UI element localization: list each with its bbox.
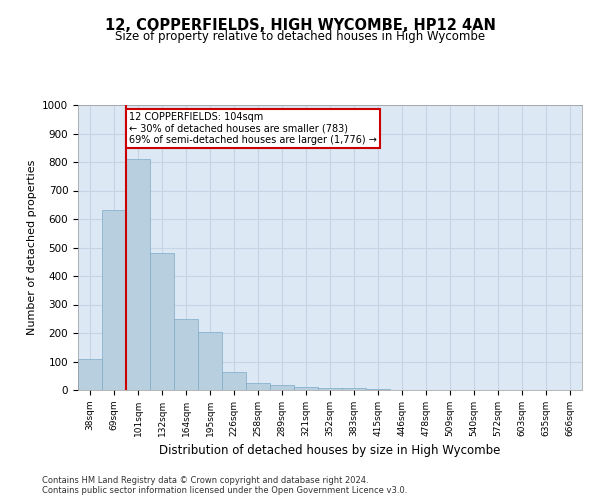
X-axis label: Distribution of detached houses by size in High Wycombe: Distribution of detached houses by size … [160,444,500,458]
Bar [294,386,318,390]
Text: Size of property relative to detached houses in High Wycombe: Size of property relative to detached ho… [115,30,485,43]
Bar [174,319,198,390]
Text: Contains HM Land Registry data © Crown copyright and database right 2024.: Contains HM Land Registry data © Crown c… [42,476,368,485]
Bar [366,388,390,390]
Bar [102,210,126,390]
Text: 12, COPPERFIELDS, HIGH WYCOMBE, HP12 4AN: 12, COPPERFIELDS, HIGH WYCOMBE, HP12 4AN [104,18,496,32]
Bar [222,372,246,390]
Bar [198,332,222,390]
Bar [126,159,150,390]
Text: Contains public sector information licensed under the Open Government Licence v3: Contains public sector information licen… [42,486,407,495]
Text: 12 COPPERFIELDS: 104sqm
← 30% of detached houses are smaller (783)
69% of semi-d: 12 COPPERFIELDS: 104sqm ← 30% of detache… [129,112,377,146]
Bar [150,253,174,390]
Bar [318,388,342,390]
Y-axis label: Number of detached properties: Number of detached properties [26,160,37,335]
Bar [270,385,294,390]
Bar [246,383,270,390]
Bar [342,388,366,390]
Bar [78,359,102,390]
